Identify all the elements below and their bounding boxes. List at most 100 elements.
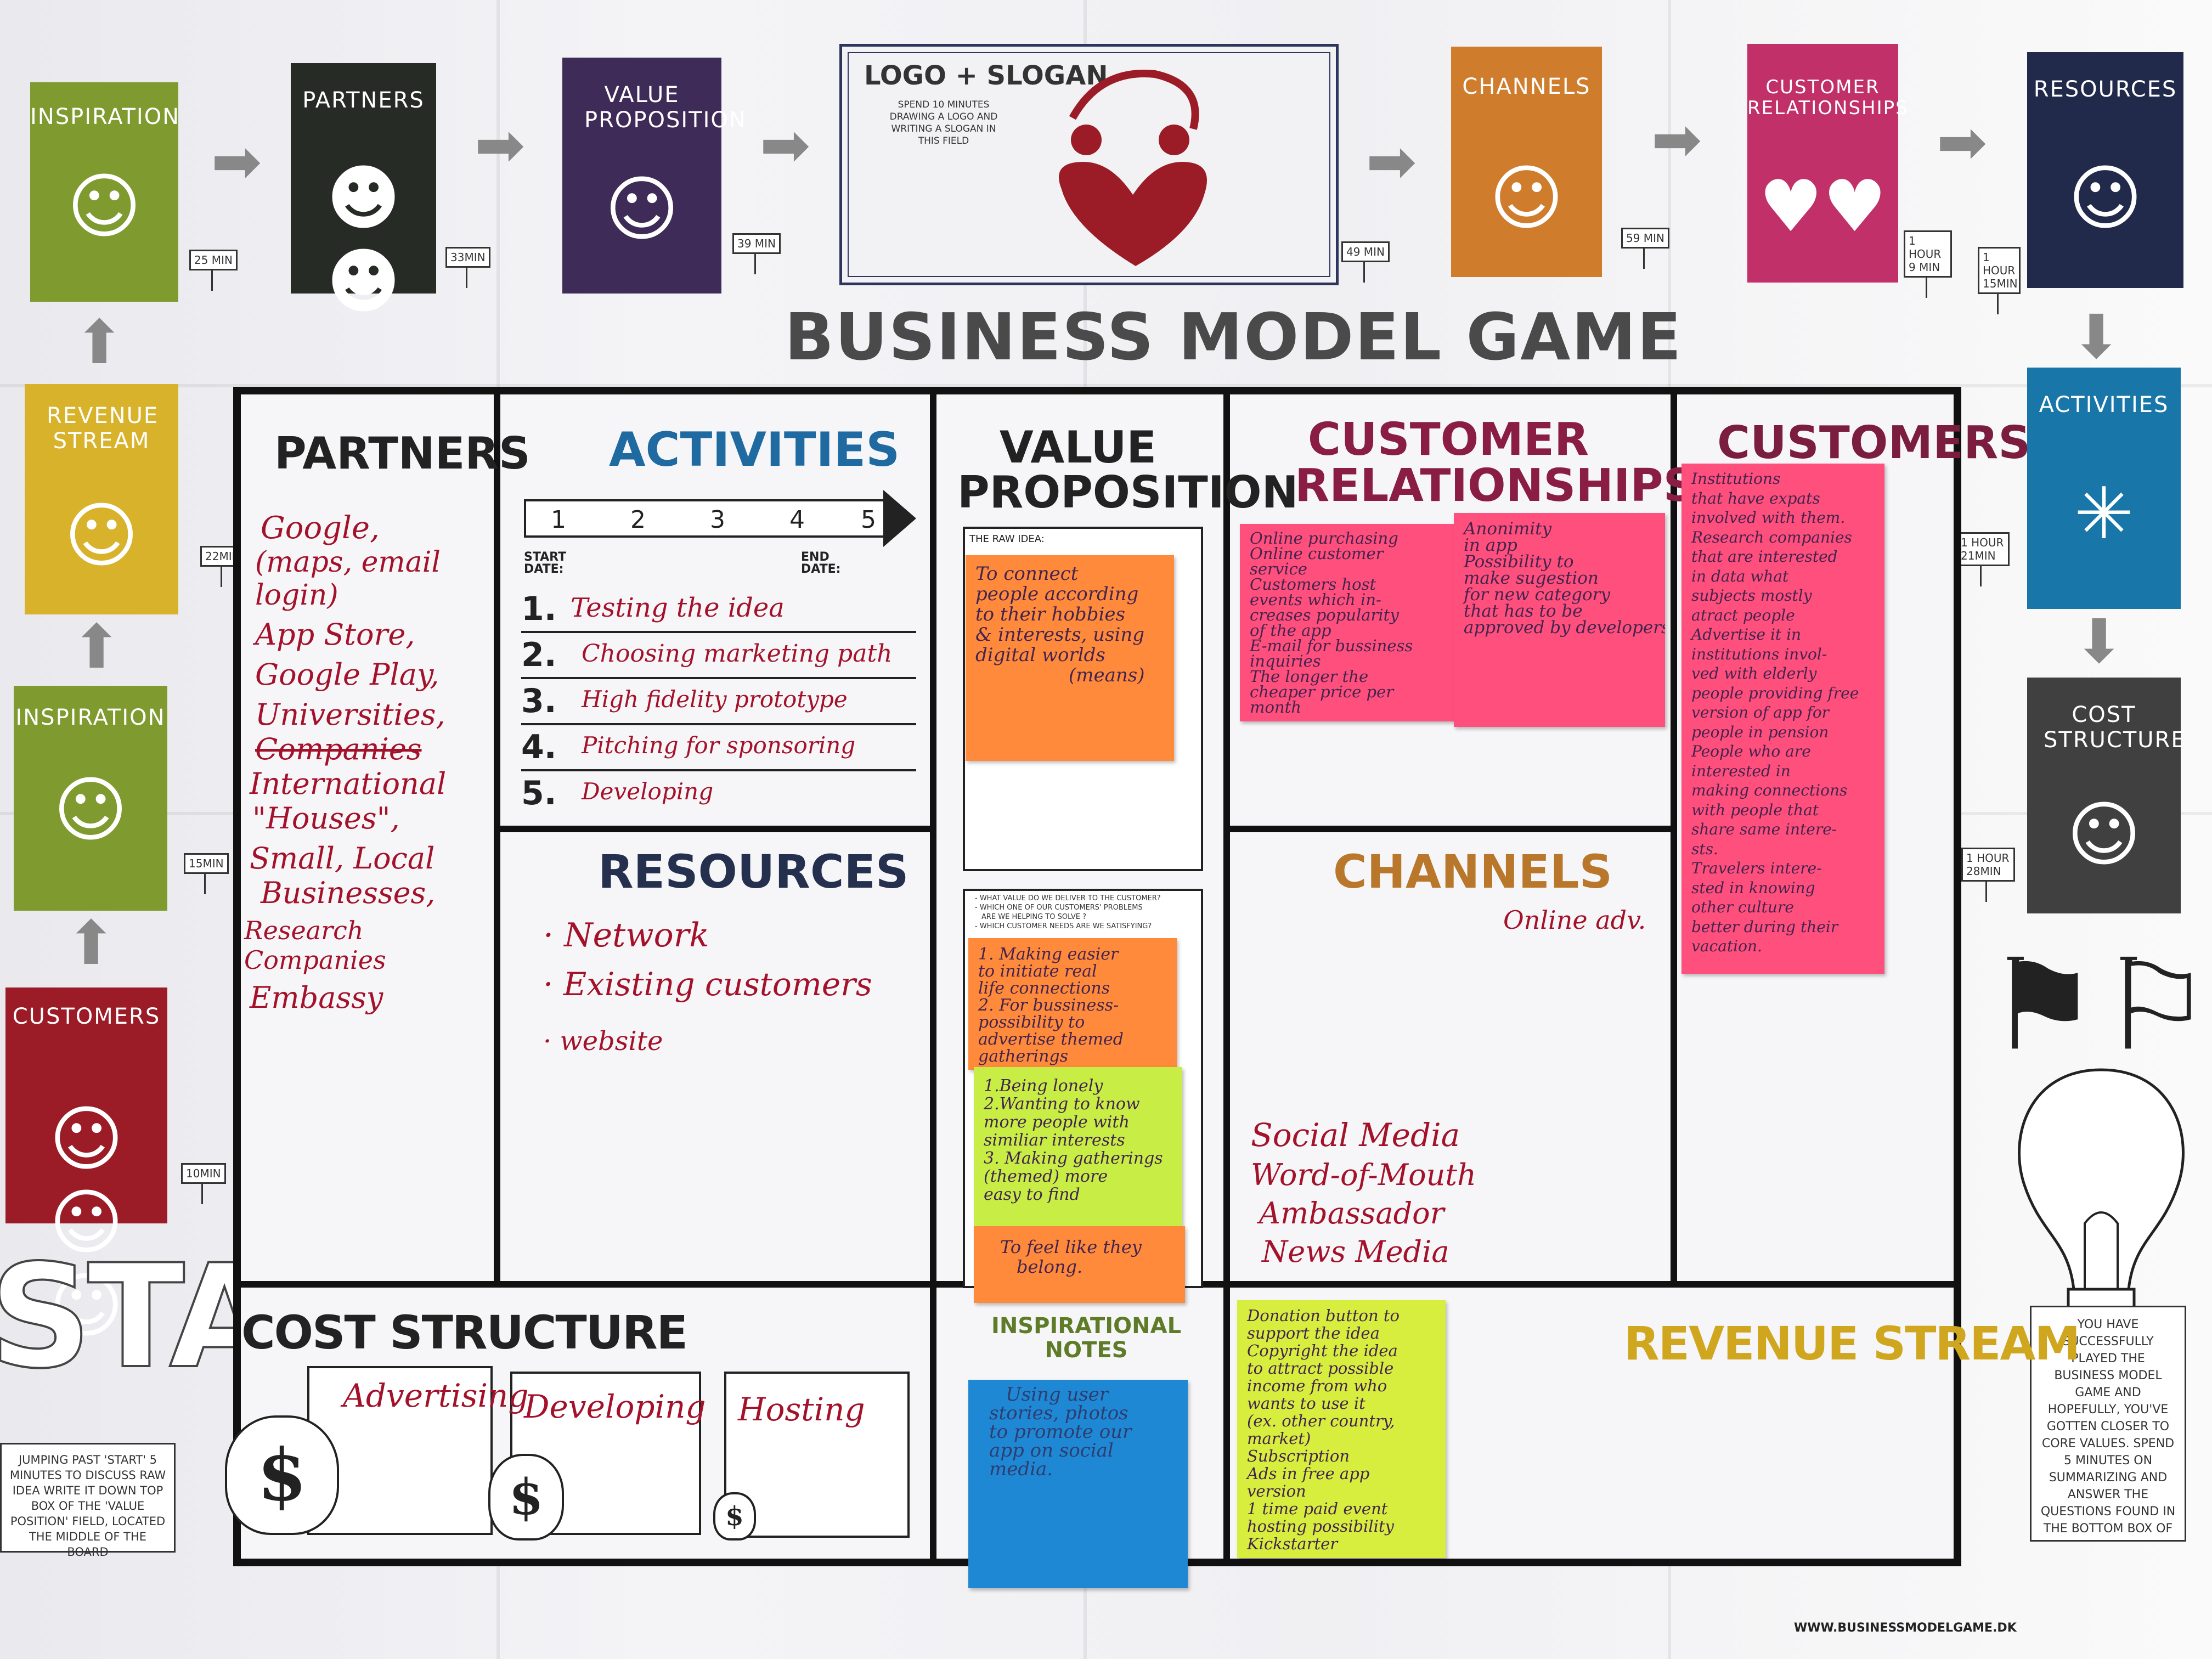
card-title: PARTNERS <box>302 88 425 113</box>
partner-item: Small, Local <box>250 841 435 876</box>
partner-item: Businesses, <box>261 876 436 910</box>
logo-slogan-box: LOGO + SLOGAN SPEND 10 MINUTES DRAWING A… <box>839 44 1339 285</box>
activities-list: 1. Testing the idea 2. Choosing marketin… <box>521 587 916 812</box>
card-title: REVENUE STREAM <box>47 403 159 454</box>
activity-row: 3. High fidelity prototype <box>521 679 916 725</box>
activity-item: High fidelity prototype <box>582 686 848 713</box>
activity-item: Choosing marketing path <box>582 640 893 668</box>
channel-item: Word-of-Mouth <box>1251 1158 1476 1192</box>
time-sign: 1 HOUR 21MIN <box>1956 532 2010 586</box>
sticky-note-relationships-1: Online purchasing Online customer servic… <box>1240 524 1459 721</box>
partner-item: App Store, <box>255 617 415 652</box>
card-revenue-stream: REVENUE STREAM ☺ <box>25 384 178 614</box>
time-sign: 49 MIN <box>1341 241 1390 283</box>
partner-item-struck: Companies <box>255 732 422 766</box>
end-date-label: END DATE: <box>801 550 841 576</box>
arrow-up-icon: ⬆ <box>74 307 125 377</box>
card-inspiration-top: INSPIRATION ☺ <box>30 82 180 302</box>
card-value-proposition: VALUE PROPOSITION ☺ <box>562 58 747 294</box>
finish-instructions: YOU HAVE SUCCESSFULLY PLAYED THE BUSINES… <box>2030 1306 2186 1542</box>
channel-item: Ambassador <box>1259 1196 1444 1231</box>
partner-item: "Houses", <box>252 801 400 836</box>
customers-heading: CUSTOMERS <box>1717 417 2031 469</box>
lightbulb-figure-icon: ☺ <box>67 165 142 248</box>
card-customer-relationships: CUSTOMER RELATIONSHIPS ♥♥ <box>1747 44 1909 283</box>
tools-figure-icon: ☺ <box>2068 156 2143 240</box>
value-question: - WHAT VALUE DO WE DELIVER TO THE CUSTOM… <box>975 894 1161 902</box>
card-activities: ACTIVITIES ✳ <box>2027 368 2181 609</box>
card-cost-structure: COST STRUCTURE ☺ <box>2027 678 2185 913</box>
sticky-note-value-3: To feel like they belong. <box>974 1226 1185 1303</box>
arrow-down-icon: ⬇ <box>2074 606 2125 676</box>
timeline-step: 4 <box>789 506 805 534</box>
heart-logo-icon <box>1059 70 1207 266</box>
moneybag-icon: $ <box>488 1454 564 1541</box>
time-sign: 33MIN <box>445 247 490 288</box>
activity-row: 1. Testing the idea <box>521 587 916 633</box>
time-sign: 25 MIN <box>189 250 238 291</box>
arrow-down-icon: ⬇ <box>2071 302 2122 372</box>
sticky-note-customers: Institutions that have expats involved w… <box>1681 464 1884 974</box>
timeline-step: 1 <box>551 506 566 534</box>
channels-heading: CHANNELS <box>1333 845 1612 899</box>
time-sign: 15MIN <box>184 853 229 894</box>
inspirational-notes-heading: INSPIRATIONAL NOTES <box>991 1313 1182 1363</box>
checkered-flags-icon: ⚑⚐ <box>1986 933 2212 1079</box>
start-date-label: START DATE: <box>524 550 567 576</box>
people-figure-icon: ☺☺☺ <box>49 1097 124 1347</box>
activity-item: Testing the idea <box>571 592 785 623</box>
card-customers: CUSTOMERS ☺☺☺ <box>5 988 167 1347</box>
time-sign: 59 MIN <box>1621 228 1669 269</box>
game-title: BUSINESS MODEL GAME <box>785 299 1683 375</box>
value-question: - WHICH CUSTOMER NEEDS ARE WE SATISFYING… <box>975 922 1152 930</box>
resource-item: · Existing customers <box>543 966 872 1003</box>
divider <box>930 387 936 1566</box>
channel-item: News Media <box>1262 1234 1449 1269</box>
logo-slogan-title: LOGO + SLOGAN <box>864 60 1108 91</box>
sticky-note-relationships-2: Anonimity in app Possibility to make sug… <box>1454 513 1665 727</box>
moneybag-icon: $ <box>713 1492 756 1541</box>
divider <box>1671 387 1677 1286</box>
resource-item: · Network <box>543 916 709 955</box>
divider <box>1223 387 1230 1566</box>
cost-item: Hosting <box>738 1391 865 1428</box>
handshake-figure-icon: ☻☻ <box>326 156 401 323</box>
card-title: INSPIRATION <box>30 104 180 129</box>
sticky-note-value-1: 1. Making easier to initiate real life c… <box>968 938 1177 1070</box>
lightbulb-figure-icon: ☺ <box>53 768 128 851</box>
fold-line <box>0 384 2212 387</box>
network-figure-icon: ✳ <box>2074 472 2134 555</box>
partner-item: Embassy <box>250 980 383 1015</box>
partner-item: (maps, email login) <box>255 546 441 612</box>
cost-item: Developing <box>524 1388 706 1425</box>
arrow-right-icon: ➡ <box>1937 107 1988 177</box>
divider <box>494 826 935 832</box>
card-title: CUSTOMER RELATIONSHIPS <box>1747 76 1909 119</box>
moneybag-icon: $ <box>225 1415 339 1535</box>
arrow-right-icon: ➡ <box>475 110 526 180</box>
card-title: CUSTOMERS <box>12 1004 161 1029</box>
partners-heading: PARTNERS <box>274 428 531 479</box>
sticky-note-inspirational: Using user stories, photos to promote ou… <box>968 1380 1188 1588</box>
revenue-stream-heading: REVENUE STREAM <box>1624 1317 2080 1370</box>
resources-heading: RESOURCES <box>598 845 909 899</box>
start-instructions: JUMPING PAST 'START' 5 MINUTES TO DISCUS… <box>0 1443 176 1559</box>
card-title: VALUE PROPOSITION <box>584 82 747 133</box>
cost-item: Advertising <box>343 1377 529 1414</box>
timeline-step: 5 <box>861 506 876 534</box>
activity-row: 4. Pitching for sponsoring <box>521 725 916 771</box>
value-proposition-heading: VALUE PROPOSITION <box>957 422 1299 518</box>
activities-heading: ACTIVITIES <box>609 422 900 477</box>
raw-idea-label: THE RAW IDEA: <box>969 533 1045 545</box>
card-title: RESOURCES <box>2033 77 2177 102</box>
megaphone-figure-icon: ☺ <box>1489 156 1564 240</box>
card-title: INSPIRATION <box>15 705 166 730</box>
cost-box <box>307 1366 493 1535</box>
cost-box <box>510 1372 701 1535</box>
card-resources: RESOURCES ☺ <box>2027 52 2183 288</box>
partner-item: Universities, <box>255 697 445 732</box>
card-title: ACTIVITIES <box>2039 392 2169 417</box>
time-sign: 1 HOUR 9 MIN <box>1904 230 1952 298</box>
arrow-up-icon: ⬆ <box>66 908 117 978</box>
